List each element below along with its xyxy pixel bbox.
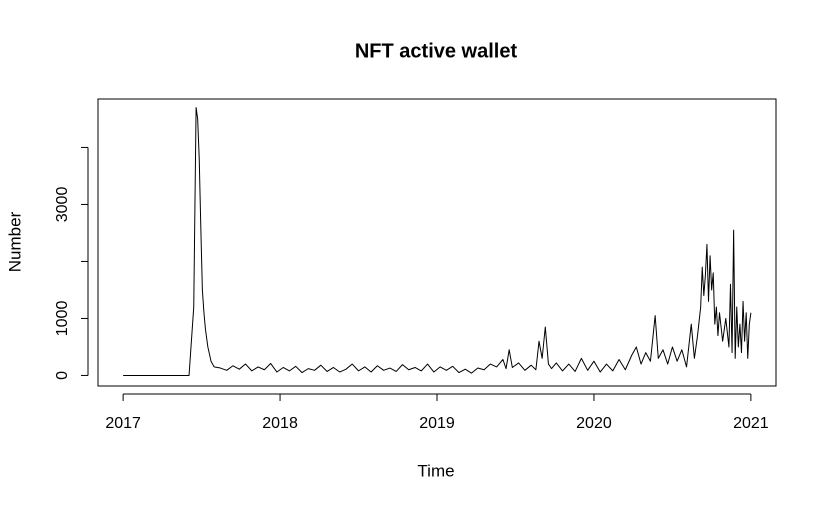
- x-axis-label: Time: [417, 461, 454, 480]
- y-tick-label: 1000: [54, 301, 71, 337]
- y-tick-label: 0: [54, 371, 71, 380]
- y-axis-label: Number: [5, 211, 24, 272]
- x-tick-label: 2021: [733, 415, 769, 432]
- plot-box: [97, 98, 777, 387]
- y-tick-label: 3000: [54, 187, 71, 223]
- data-line: [123, 107, 752, 376]
- x-tick-label: 2018: [262, 415, 298, 432]
- chart-title: NFT active wallet: [355, 40, 518, 62]
- x-tick-label: 2019: [419, 415, 455, 432]
- x-tick-label: 2020: [576, 415, 612, 432]
- x-tick-label: 2017: [105, 415, 141, 432]
